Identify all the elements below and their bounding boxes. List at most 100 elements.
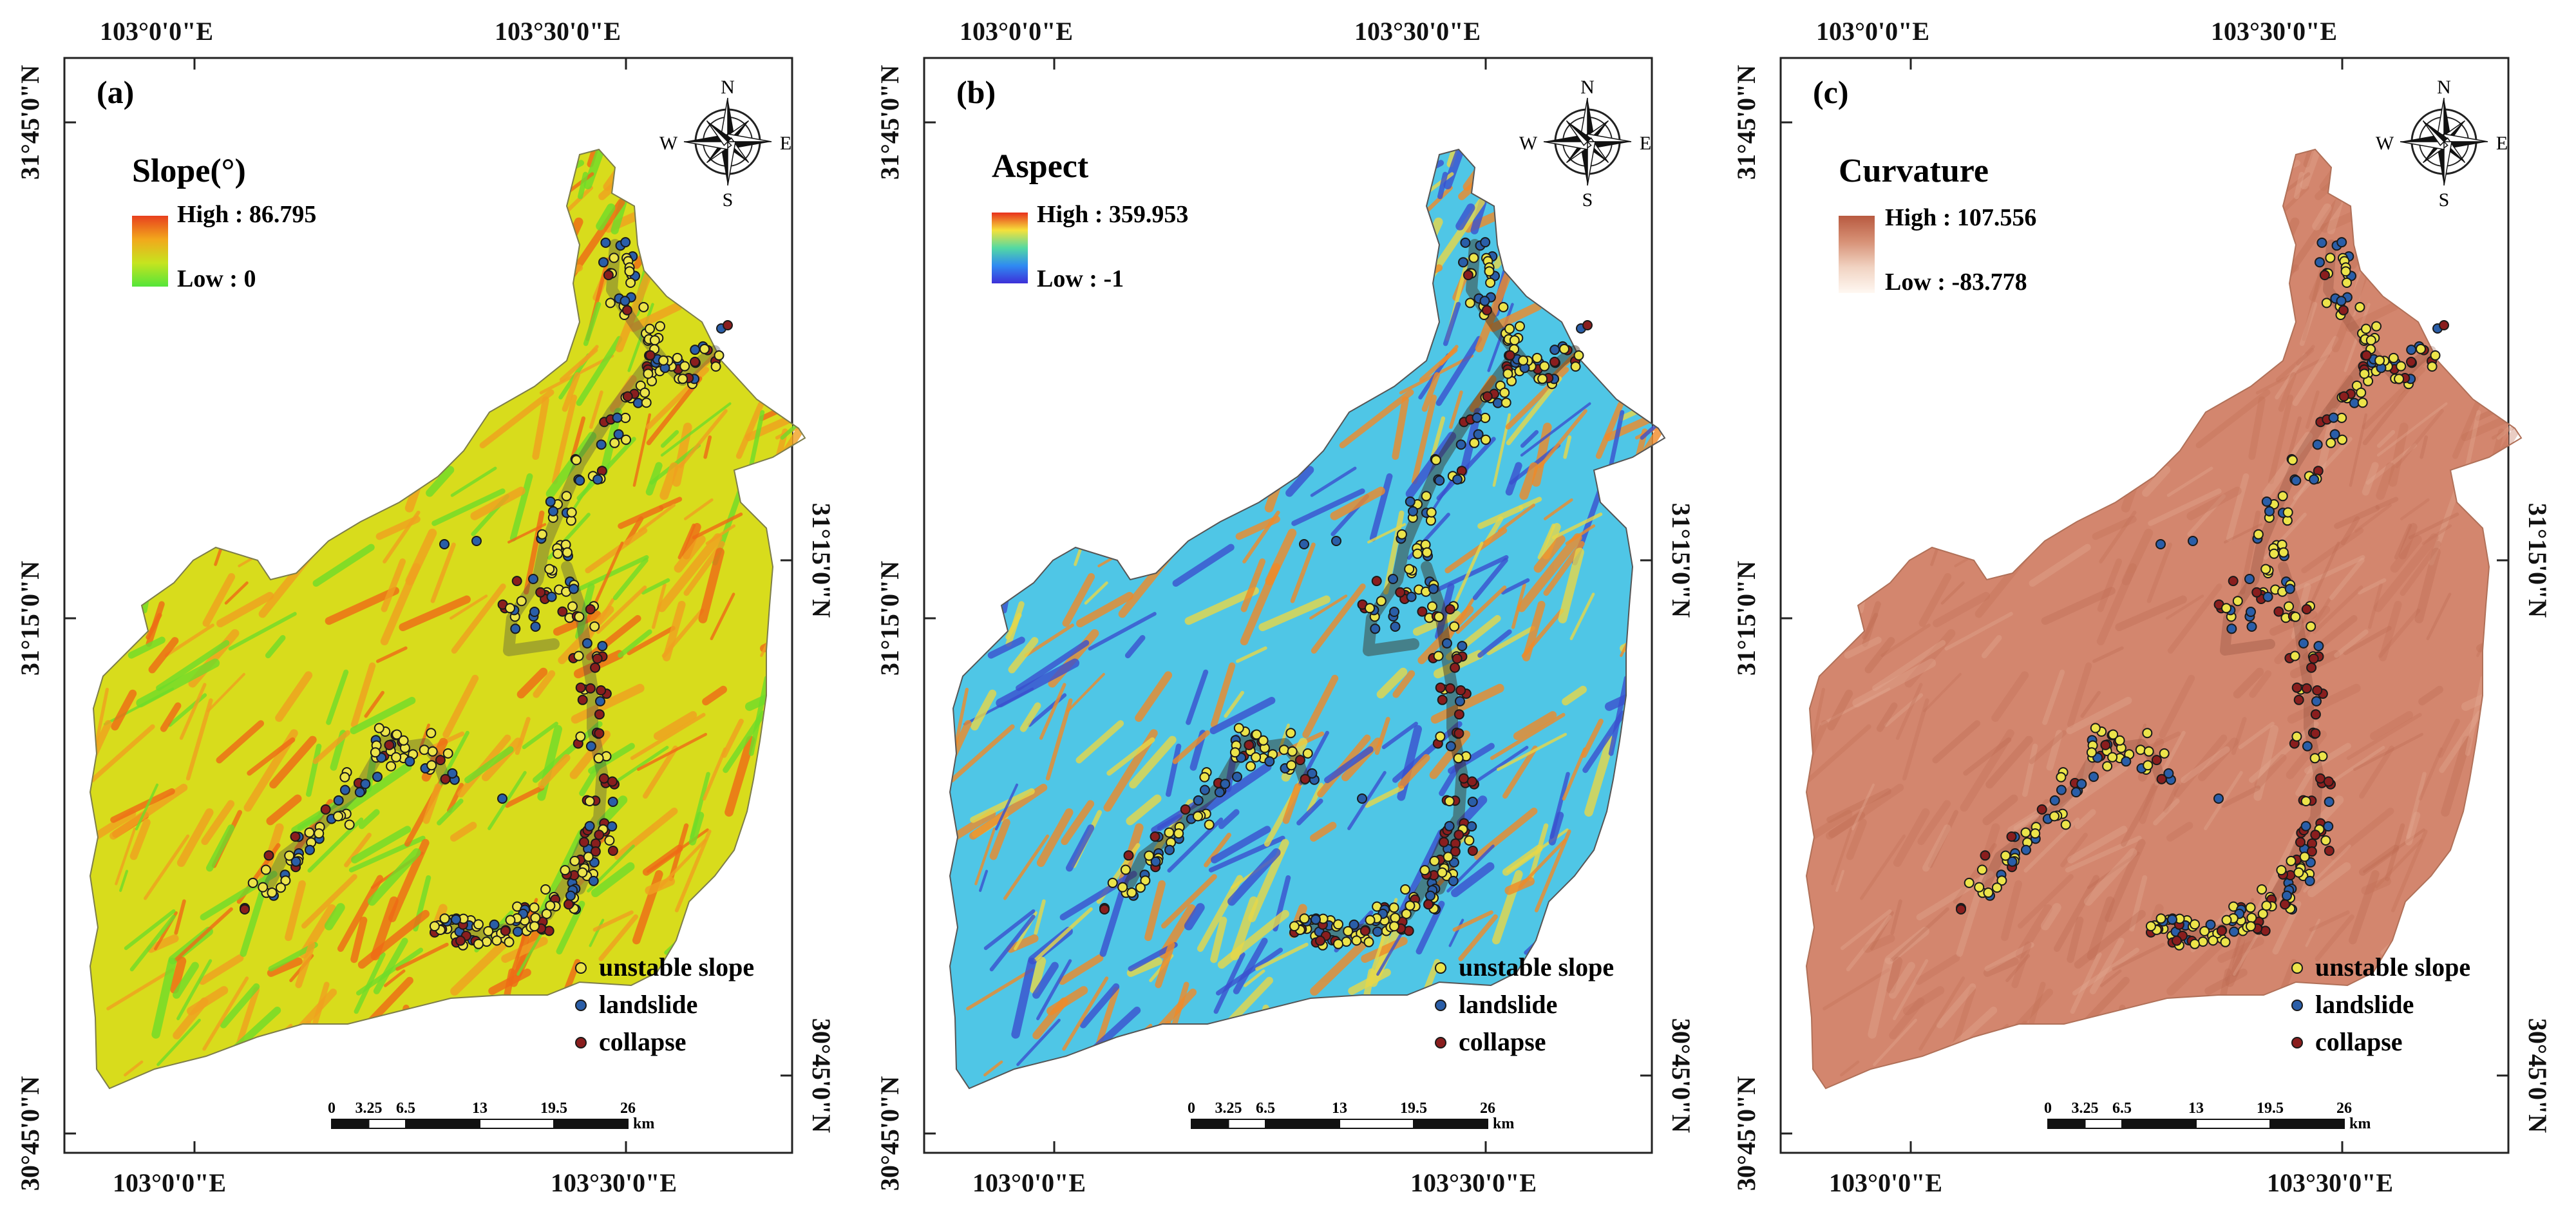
hazard-point [1349,919,1359,930]
hazard-point [529,902,540,913]
hazard-point [1427,601,1437,612]
scale-segment [1227,1119,1266,1129]
north-arrow-icon: N S E W [2376,77,2508,211]
legend-marker [575,962,587,974]
hazard-point [2394,374,2405,384]
hazard-point [1333,919,1343,930]
hazard-point [1473,429,1484,440]
hazard-point [1976,864,1987,875]
hazard-point [2361,350,2372,361]
hazard-point [573,650,584,661]
hazard-point [384,739,395,750]
hazard-point [649,335,660,346]
hazard-point [1421,547,1432,558]
hazard-point [621,305,632,316]
hazard-point [2328,412,2339,423]
scale-segment [2269,1119,2345,1129]
hazard-point [1515,321,1525,332]
hazard-point [690,356,700,367]
hazard-point [1439,837,1449,848]
hazard-point [604,835,615,846]
lat-label-left: 31°15'0"N [1732,561,1761,676]
hazard-point [2304,875,2315,886]
hazard-point [2213,793,2224,804]
hazard-point [2300,796,2311,806]
legend-item-label: unstable slope [1459,953,1614,982]
hazard-point [1331,536,1341,546]
hazard-point [1428,583,1439,594]
hazard-point [638,301,649,312]
hazard-point [2221,915,2232,925]
hazard-point [613,429,624,440]
hazard-point [1455,685,1466,696]
hazard-point [1504,350,1515,361]
hazard-point [2342,278,2353,288]
lat-label-right: 31°15'0"N [1667,503,1696,618]
hazard-point [1359,925,1370,936]
hazard-point [1300,773,1311,784]
hazard-point [1294,755,1305,766]
hazard-point [1444,604,1455,614]
hazard-point [690,345,701,356]
hazard-point [1454,728,1464,739]
hazard-point [2354,301,2365,312]
legend-item-label: landslide [2315,990,2414,1019]
hazard-point [609,437,620,448]
hazard-point [624,266,635,277]
hazard-point [582,638,592,649]
legend-title: Aspect [992,148,1089,185]
scale-segment [1191,1119,1229,1129]
hazard-point [1467,797,1478,807]
hazard-point [2338,391,2349,402]
scale-unit: km [633,1115,654,1132]
hazard-point [1573,350,1584,361]
hazard-point [553,548,564,559]
lat-label-left: 31°45'0"N [15,65,44,180]
legend-high-label: High : 359.953 [1037,201,1188,228]
hazard-point [1258,735,1269,746]
hazard-point [2278,547,2289,558]
hazard-point [1117,882,1128,893]
hazard-point [2291,731,2302,742]
scale-tick-label: 3.25 [1215,1100,1242,1117]
hazard-point [607,821,618,832]
lat-label-right: 31°15'0"N [2523,503,2552,618]
hazard-point [504,936,515,947]
hazard-point [2151,755,2162,766]
hazard-point [1251,752,1262,763]
hazard-point [2107,752,2118,763]
hazard-point [589,621,600,632]
compass-letter: S [2439,189,2450,211]
hazard-point [2020,827,2031,838]
hazard-point [1396,529,1407,540]
hazard-point [1435,682,1446,693]
hazard-point [561,491,572,502]
hazard-point [1441,638,1452,649]
hazard-point [1450,846,1461,857]
legend-color-ramp [1839,216,1875,293]
hazard-point [594,830,605,840]
hazard-point [699,343,710,354]
hazard-point [658,355,669,366]
hazard-point [2088,772,2099,782]
hazard-point [1434,475,1445,486]
hazard-point [2221,603,2231,614]
hazard-point [577,694,588,705]
scale-tick-label: 3.25 [2072,1100,2099,1117]
scale-tick-label: 6.5 [2112,1100,2132,1117]
legend-high-label: High : 86.795 [177,201,316,228]
hazard-point [1996,875,2007,886]
hazard-point [2289,650,2300,661]
hazard-point [2100,739,2111,750]
hazard-point [1245,761,1256,772]
legend-item-label: unstable slope [2315,953,2470,982]
lon-label-bottom-right: 103°30'0"E [1410,1168,1537,1197]
hazard-point [2108,729,2119,740]
hazard-point [1229,747,1240,758]
hazard-point [585,604,596,614]
hazard-point [1450,662,1461,673]
hazard-point [2298,638,2309,649]
lat-label-right: 30°45'0"N [807,1018,836,1133]
hazard-point [2172,935,2182,946]
hazard-point [1214,787,1225,798]
